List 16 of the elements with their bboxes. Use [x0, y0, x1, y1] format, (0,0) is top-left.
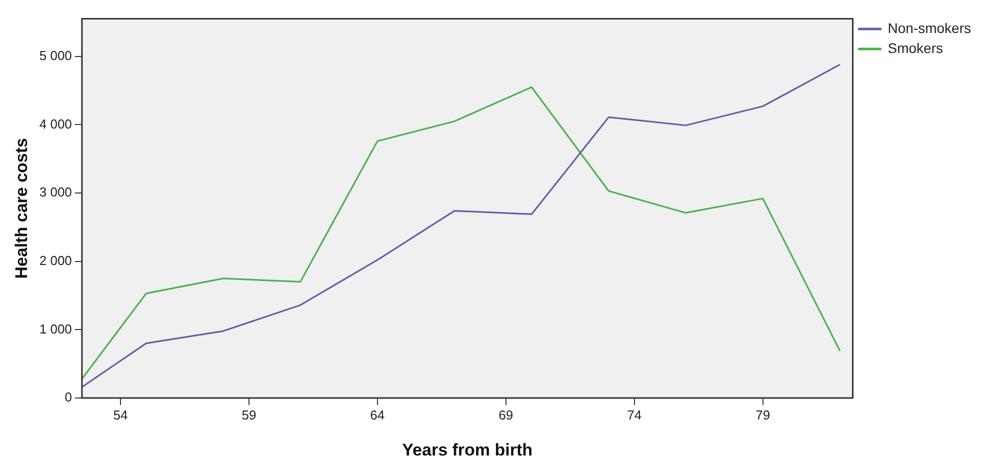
- y-tick-label: 5 000: [39, 48, 72, 63]
- x-axis-title: Years from birth: [402, 440, 533, 460]
- y-tick-label: 3 000: [39, 184, 72, 200]
- y-tick-label: 2 000: [39, 252, 72, 268]
- y-tick-label: 1 000: [39, 321, 72, 336]
- y-tick-label: 4 000: [39, 116, 72, 132]
- x-tick-label: 69: [498, 407, 514, 422]
- x-tick-label: 64: [370, 407, 385, 422]
- x-tick-label: 59: [242, 407, 256, 422]
- y-tick-label: 0: [64, 390, 72, 405]
- x-tick-label: 74: [627, 407, 642, 422]
- legend-label: Non-smokers: [888, 20, 972, 36]
- legend-label: Smokers: [888, 40, 943, 56]
- x-tick-label: 79: [756, 407, 770, 422]
- y-axis-title: Health care costs: [12, 138, 31, 279]
- x-tick-label: 54: [113, 407, 128, 422]
